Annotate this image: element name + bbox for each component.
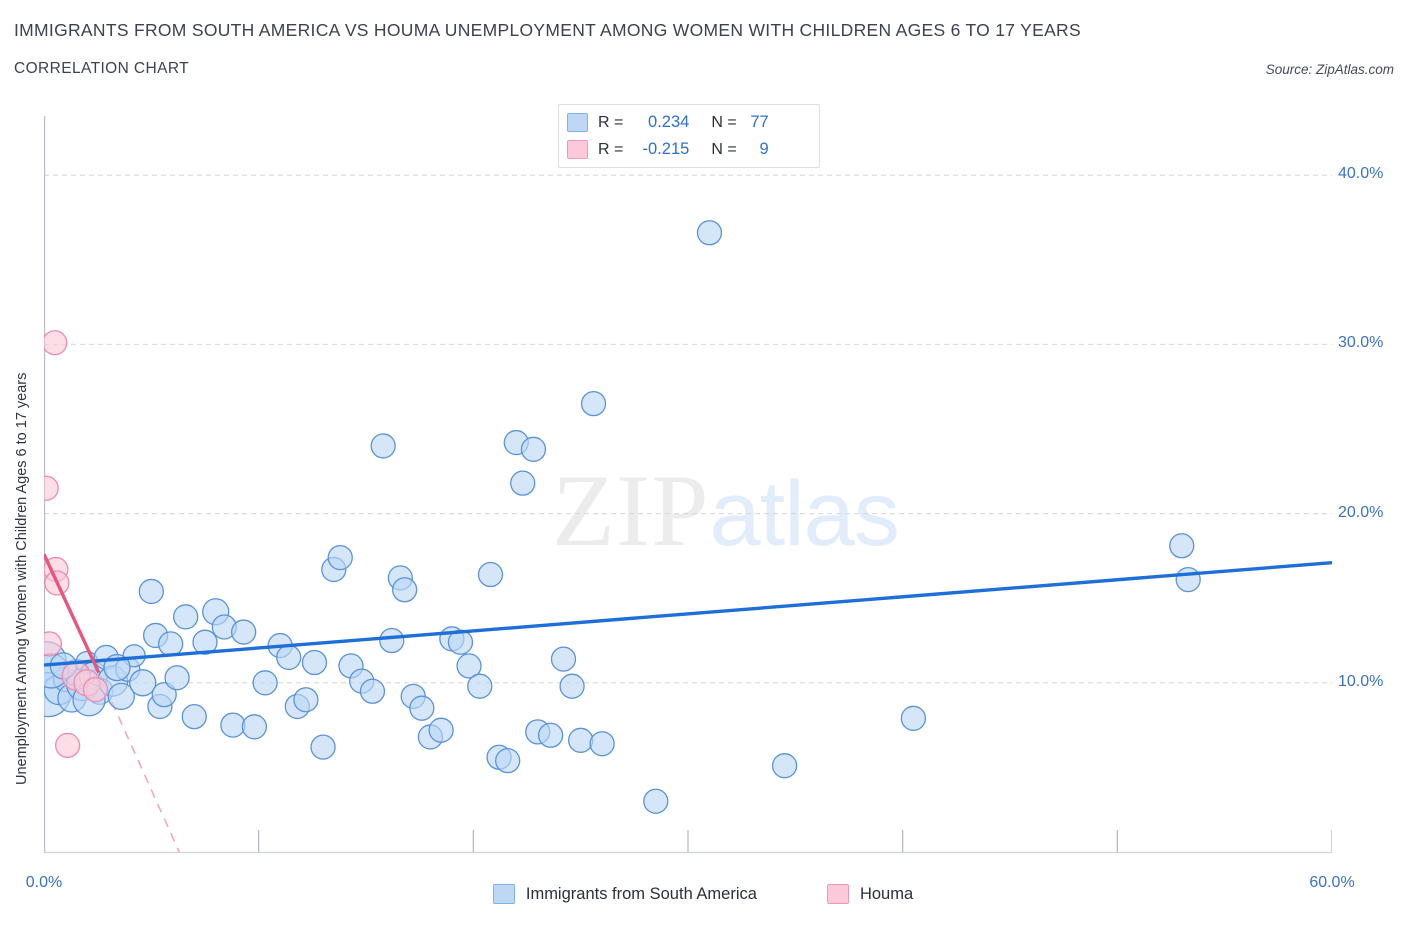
y-tick-label-20: 20.0%: [1338, 503, 1384, 521]
data-point-immigrants[interactable]: [643, 788, 669, 814]
data-point-immigrants[interactable]: [252, 670, 278, 696]
data-point-immigrants[interactable]: [276, 644, 302, 671]
x-tick-label-60: 60.0%: [1309, 874, 1355, 891]
data-point-immigrants[interactable]: [391, 577, 418, 603]
data-point-immigrants[interactable]: [520, 436, 547, 462]
data-point-immigrants[interactable]: [192, 629, 218, 655]
data-point-immigrants[interactable]: [293, 687, 319, 713]
data-point-immigrants[interactable]: [129, 669, 157, 697]
page-title: IMMIGRANTS FROM SOUTH AMERICA VS HOUMA U…: [14, 20, 1081, 40]
x-tick-label-0: 0.0%: [25, 874, 63, 891]
y-tick-label-30: 30.0%: [1338, 334, 1384, 352]
data-point-immigrants[interactable]: [559, 673, 585, 699]
legend-label-immigrants: Immigrants from South America: [525, 884, 757, 903]
legend-swatch-houma: [826, 884, 849, 904]
data-point-immigrants[interactable]: [230, 619, 257, 645]
data-point-immigrants[interactable]: [359, 678, 386, 704]
data-point-immigrants[interactable]: [428, 717, 454, 743]
data-point-immigrants[interactable]: [580, 390, 607, 417]
data-point-immigrants[interactable]: [900, 705, 927, 731]
data-point-immigrants[interactable]: [151, 681, 177, 708]
data-point-houma[interactable]: [54, 732, 81, 759]
data-point-houma[interactable]: [44, 475, 59, 501]
data-point-immigrants[interactable]: [241, 714, 268, 740]
bottom-legend: Immigrants from South America Houma: [0, 884, 1406, 904]
stats-row-blue: R = 0.234 N = 77: [567, 109, 811, 136]
legend-item-immigrants[interactable]: Immigrants from South America: [492, 884, 757, 904]
data-point-immigrants[interactable]: [310, 734, 336, 760]
data-point-immigrants[interactable]: [220, 712, 246, 738]
trendline-immigrants: [44, 560, 1332, 667]
source-label: Source: ZipAtlas.com: [1265, 62, 1394, 77]
data-point-immigrants[interactable]: [327, 544, 353, 571]
data-point-immigrants[interactable]: [181, 703, 207, 730]
data-point-immigrants[interactable]: [1175, 566, 1201, 593]
data-point-immigrants[interactable]: [1169, 533, 1195, 559]
data-point-immigrants[interactable]: [696, 220, 723, 246]
data-point-houma[interactable]: [82, 676, 109, 703]
page-subtitle: CORRELATION CHART: [14, 60, 190, 77]
legend-swatch-immigrants: [492, 884, 515, 904]
data-point-immigrants[interactable]: [568, 727, 594, 753]
data-point-immigrants[interactable]: [550, 646, 577, 672]
data-point-immigrants[interactable]: [164, 665, 190, 691]
data-point-immigrants[interactable]: [158, 631, 184, 657]
legend-label-houma: Houma: [859, 884, 914, 903]
data-point-immigrants[interactable]: [447, 629, 474, 655]
r-label-blue: R =: [598, 113, 624, 131]
y-axis-title: Unemployment Among Women with Children A…: [14, 372, 30, 785]
n-label-blue: N =: [711, 113, 737, 131]
data-point-immigrants[interactable]: [370, 433, 396, 459]
y-tick-label-10: 10.0%: [1338, 672, 1384, 690]
data-point-immigrants[interactable]: [301, 649, 328, 676]
legend-item-houma[interactable]: Houma: [826, 884, 914, 904]
data-point-immigrants[interactable]: [456, 653, 482, 679]
scatter-plot-svg: [44, 116, 1332, 854]
n-value-pink: 9: [759, 140, 769, 158]
r-value-blue: 0.234: [648, 113, 690, 131]
data-point-houma[interactable]: [44, 631, 63, 657]
n-label-pink: N =: [711, 140, 737, 158]
r-value-pink: -0.215: [642, 140, 690, 158]
data-point-immigrants[interactable]: [379, 627, 405, 654]
r-label-pink: R =: [598, 140, 624, 158]
data-point-immigrants[interactable]: [138, 578, 164, 605]
data-point-immigrants[interactable]: [409, 695, 435, 721]
trendline-houma: [44, 553, 101, 674]
y-tick-label-40: 40.0%: [1338, 165, 1384, 183]
data-point-immigrants[interactable]: [173, 604, 199, 630]
series-swatch-houma: [567, 140, 588, 159]
n-value-blue: 77: [750, 113, 769, 131]
data-point-immigrants[interactable]: [467, 673, 493, 699]
data-point-houma[interactable]: [44, 330, 68, 356]
data-point-immigrants[interactable]: [589, 731, 615, 757]
stats-legend-box: R = 0.234 N = 77 R = -0.215 N = 9: [558, 104, 820, 168]
data-point-immigrants[interactable]: [495, 747, 521, 774]
series-swatch-immigrants: [567, 113, 588, 132]
data-point-immigrants[interactable]: [537, 722, 564, 748]
data-point-immigrants[interactable]: [510, 470, 536, 496]
plot-area: [44, 116, 1332, 864]
data-point-immigrants[interactable]: [771, 753, 798, 779]
data-point-immigrants[interactable]: [477, 561, 504, 588]
data-point-immigrants[interactable]: [107, 682, 135, 710]
stats-row-pink: R = -0.215 N = 9: [567, 136, 811, 163]
